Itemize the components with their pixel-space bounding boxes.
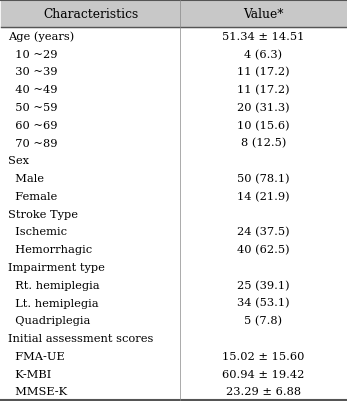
Text: K-MBI: K-MBI bbox=[8, 369, 51, 379]
Text: 24 (37.5): 24 (37.5) bbox=[237, 227, 290, 237]
Text: 50 (78.1): 50 (78.1) bbox=[237, 174, 290, 184]
Text: 14 (21.9): 14 (21.9) bbox=[237, 191, 290, 201]
Text: Sex: Sex bbox=[8, 156, 28, 166]
Text: 40 (62.5): 40 (62.5) bbox=[237, 245, 290, 255]
Text: Lt. hemiplegia: Lt. hemiplegia bbox=[8, 298, 98, 308]
Text: 4 (6.3): 4 (6.3) bbox=[244, 49, 282, 60]
Text: Female: Female bbox=[8, 191, 57, 201]
Text: Hemorrhagic: Hemorrhagic bbox=[8, 245, 92, 255]
Text: 40 ~49: 40 ~49 bbox=[8, 85, 57, 95]
Text: MMSE-K: MMSE-K bbox=[8, 387, 67, 397]
Text: 10 ~29: 10 ~29 bbox=[8, 49, 57, 59]
Text: FMA-UE: FMA-UE bbox=[8, 351, 64, 361]
Text: Stroke Type: Stroke Type bbox=[8, 209, 78, 219]
Text: 51.34 ± 14.51: 51.34 ± 14.51 bbox=[222, 32, 305, 42]
Text: 50 ~59: 50 ~59 bbox=[8, 103, 57, 113]
Text: 25 (39.1): 25 (39.1) bbox=[237, 280, 290, 290]
Text: Quadriplegia: Quadriplegia bbox=[8, 316, 90, 326]
Text: Age (years): Age (years) bbox=[8, 31, 74, 42]
Text: 60.94 ± 19.42: 60.94 ± 19.42 bbox=[222, 369, 305, 379]
Text: 20 (31.3): 20 (31.3) bbox=[237, 103, 290, 113]
Text: Initial assessment scores: Initial assessment scores bbox=[8, 333, 153, 343]
Text: Value*: Value* bbox=[243, 8, 283, 21]
Text: 70 ~89: 70 ~89 bbox=[8, 138, 57, 148]
Bar bbox=[1, 1, 346, 28]
Text: Characteristics: Characteristics bbox=[43, 8, 138, 21]
Text: 34 (53.1): 34 (53.1) bbox=[237, 298, 290, 308]
Text: 30 ~39: 30 ~39 bbox=[8, 67, 57, 77]
Text: Male: Male bbox=[8, 174, 44, 184]
Text: 5 (7.8): 5 (7.8) bbox=[244, 315, 282, 326]
Text: 11 (17.2): 11 (17.2) bbox=[237, 67, 290, 77]
Text: 60 ~69: 60 ~69 bbox=[8, 120, 57, 130]
Text: 15.02 ± 15.60: 15.02 ± 15.60 bbox=[222, 351, 305, 361]
Text: 23.29 ± 6.88: 23.29 ± 6.88 bbox=[226, 387, 301, 397]
Text: 11 (17.2): 11 (17.2) bbox=[237, 85, 290, 95]
Text: Ischemic: Ischemic bbox=[8, 227, 67, 237]
Text: 8 (12.5): 8 (12.5) bbox=[241, 138, 286, 148]
Text: Rt. hemiplegia: Rt. hemiplegia bbox=[8, 280, 99, 290]
Text: Impairment type: Impairment type bbox=[8, 262, 104, 272]
Text: 10 (15.6): 10 (15.6) bbox=[237, 120, 290, 131]
